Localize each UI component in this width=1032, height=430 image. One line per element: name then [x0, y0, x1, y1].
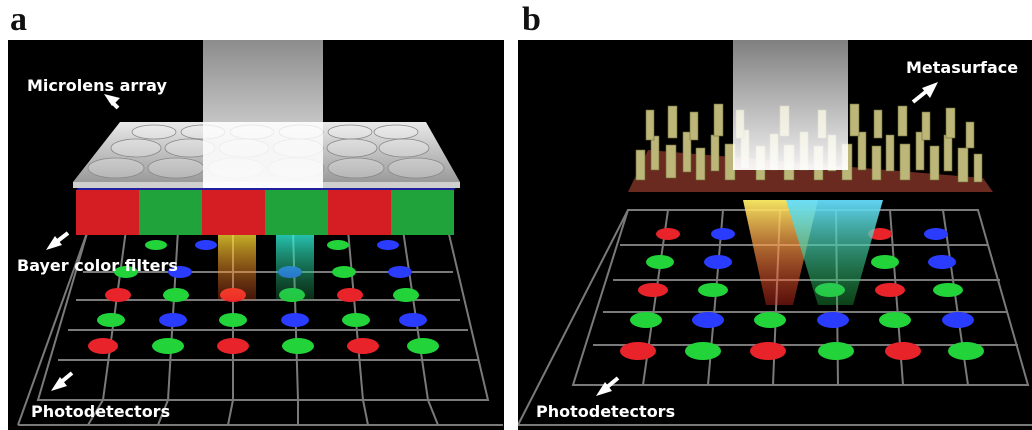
photodetectors-label-b: Photodetectors	[536, 402, 676, 421]
microlens-array-label: Microlens array	[27, 76, 167, 95]
yellow-beam	[218, 230, 256, 300]
detector-pixels-b	[620, 228, 984, 360]
arrows-b	[596, 82, 938, 396]
incident-light-beam	[203, 40, 323, 188]
cyan-cone	[786, 200, 883, 305]
arrows-a	[46, 94, 120, 391]
panel-a-bayer-sensor: Microlens array Bayer color filters Phot…	[8, 40, 504, 430]
photodetectors-label-a: Photodetectors	[31, 402, 171, 421]
incident-light-beam-b	[733, 40, 848, 170]
bayer-color-filters-label: Bayer color filters	[17, 256, 178, 275]
panel-b-illustration	[518, 40, 1032, 426]
cyan-beam	[276, 230, 314, 300]
metasurface-label: Metasurface	[906, 58, 1019, 77]
panel-a-illustration	[17, 40, 503, 426]
panel-a-letter: a	[10, 1, 27, 38]
bayer-filter-block	[76, 183, 460, 235]
panel-b-letter: b	[522, 1, 541, 38]
panel-b-metasurface-sensor: Metasurface Photodetectors	[518, 40, 1032, 430]
